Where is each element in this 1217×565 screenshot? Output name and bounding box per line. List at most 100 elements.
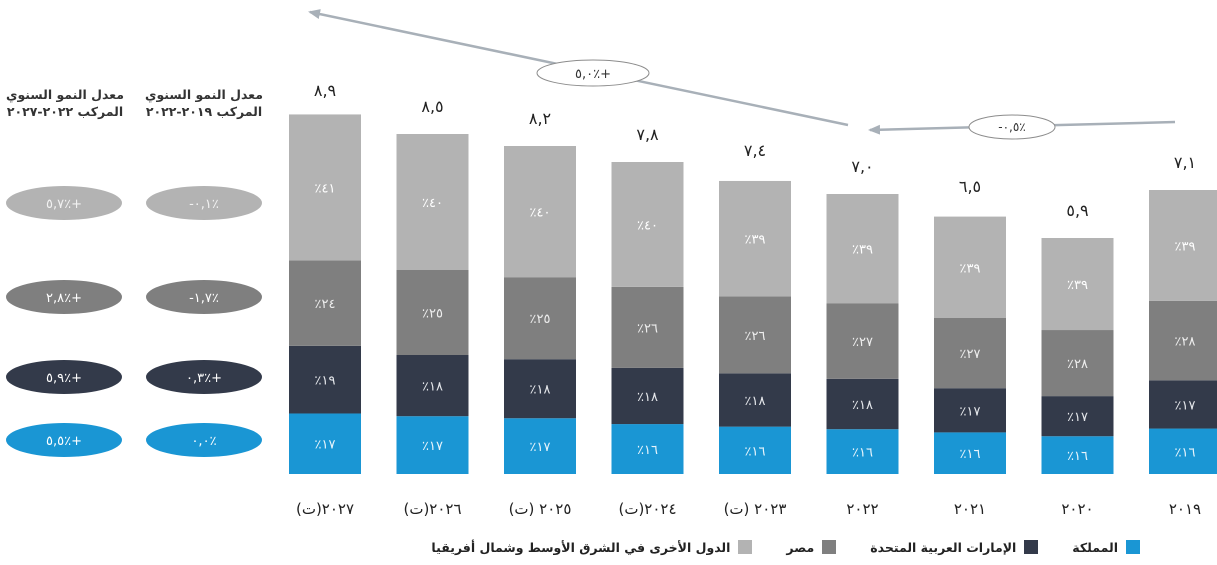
cagr-value-egypt-2022-2027: +٪٢,٨ <box>46 291 82 306</box>
segment-label-other-mena: ٪٣٩ <box>1067 278 1088 293</box>
legend-item-ksa: المملكة <box>1072 540 1140 555</box>
segment-label-ksa: ٪١٦ <box>852 446 873 461</box>
segment-label-egypt: ٪٢٨ <box>1175 335 1196 350</box>
segment-label-ksa: ٪١٦ <box>1067 449 1088 464</box>
cagr-pill-other-mena-2019-2022 <box>146 186 262 220</box>
segment-label-ksa: ٪١٧ <box>315 438 336 453</box>
bar-segment-egypt <box>1041 330 1114 397</box>
segment-label-egypt: ٪٢٧ <box>960 347 981 362</box>
bar-segment-uae <box>719 373 791 427</box>
cagr-pill-uae-2019-2022 <box>146 360 262 394</box>
total-label: ٨,٩ <box>314 81 336 100</box>
total-label: ٧,٤ <box>744 141 766 160</box>
segment-label-uae: ٪١٧ <box>1175 398 1196 413</box>
segment-label-other-mena: ٪٤٠ <box>422 196 443 211</box>
bar-segment-other-mena <box>934 216 1006 318</box>
bar-segment-egypt <box>396 270 469 355</box>
category-label: ٢٠٢٦(ت) <box>403 500 461 518</box>
legend: المملكة الإمارات العربية المتحدة مصر الد… <box>370 536 1140 558</box>
cagr-pill-other-mena-2022-2027 <box>6 186 122 220</box>
bar-segment-other-mena <box>396 134 469 270</box>
cagr-header-2019-2022: معدل النمو السنوي المركب ٢٠١٩-٢٠٢٢ <box>145 87 263 119</box>
category-label: ٢٠١٩ <box>1169 500 1201 518</box>
segment-label-other-mena: ٪٤٠ <box>637 218 658 233</box>
segment-label-uae: ٪١٩ <box>315 374 336 389</box>
cagr-value-uae-2019-2022: +٪٠,٣ <box>186 371 222 386</box>
bar-segment-ksa <box>934 432 1006 474</box>
bar-segment-ksa <box>1149 428 1217 474</box>
segment-label-egypt: ٪٢٨ <box>1067 357 1088 372</box>
segment-label-uae: ٪١٨ <box>422 380 443 395</box>
legend-label-egypt: مصر <box>786 539 815 555</box>
trend-label-2019-2022: ٪٠,٥- <box>998 120 1026 134</box>
bar-segment-other-mena <box>826 194 899 304</box>
bar-segment-egypt <box>289 260 361 346</box>
category-label: ٢٠٢١ <box>954 500 986 518</box>
bar-segment-uae <box>1041 396 1114 437</box>
cagr-pill-egypt-2019-2022 <box>146 280 262 314</box>
cagr-value-other-mena-2019-2022: ٪٠,١- <box>189 197 219 212</box>
bar-segment-other-mena <box>1149 190 1217 301</box>
legend-item-uae: الإمارات العربية المتحدة <box>870 539 1039 555</box>
total-label: ٧,١ <box>1174 153 1196 172</box>
cagr-value-other-mena-2022-2027: +٪٥,٧ <box>46 197 82 212</box>
total-label: ٥,٩ <box>1066 201 1088 220</box>
cagr-header-2022-2027: معدل النمو السنوي المركب ٢٠٢٢-٢٠٢٧ <box>6 87 124 119</box>
bar-segment-other-mena <box>719 180 791 297</box>
bar-segment-egypt <box>504 277 576 360</box>
cagr-pill-uae-2022-2027 <box>6 360 122 394</box>
bar-segment-other-mena <box>611 162 684 287</box>
cagr-value-egypt-2019-2022: ٪١,٧- <box>189 291 219 306</box>
bar-segment-egypt <box>934 318 1006 389</box>
cagr-value-ksa-2022-2027: +٪٥,٥ <box>46 434 82 449</box>
total-label: ٦,٥ <box>959 177 981 196</box>
segment-label-uae: ٪١٨ <box>530 383 551 398</box>
segment-label-egypt: ٪٢٦ <box>745 329 766 344</box>
bar-segment-other-mena <box>504 146 576 278</box>
segment-label-uae: ٪١٧ <box>1067 410 1088 425</box>
legend-swatch-egypt <box>822 540 837 554</box>
category-label: ٢٠٢٣ (ت) <box>724 500 787 518</box>
cagr-value-ksa-2019-2022: ٪٠,٠ <box>191 434 216 449</box>
trend-bubble-2022-2027 <box>536 59 650 87</box>
legend-swatch-other-mena <box>738 540 753 554</box>
bar-segment-uae <box>289 345 361 414</box>
segment-label-other-mena: ٪٣٩ <box>852 243 873 258</box>
trend-bubble-2019-2022 <box>968 114 1056 140</box>
category-label: ٢٠٢٠ <box>1061 500 1093 518</box>
trend-label-2022-2027: +٪٥,٠ <box>575 67 611 82</box>
bar-segment-egypt <box>826 303 899 379</box>
legend-item-egypt: مصر <box>786 539 837 555</box>
bar-segment-uae <box>826 378 899 430</box>
bar-segment-ksa <box>396 416 469 474</box>
total-label: ٨,٥ <box>421 97 443 116</box>
cagr-pill-egypt-2022-2027 <box>6 280 122 314</box>
segment-label-other-mena: ٪٣٩ <box>1175 239 1196 254</box>
category-label: ٢٠٢٤(ت) <box>618 500 676 518</box>
bar-segment-uae <box>611 367 684 425</box>
legend-swatch-ksa <box>1126 540 1140 554</box>
segment-label-ksa: ٪١٦ <box>960 447 981 462</box>
bar-segment-ksa <box>1041 436 1114 474</box>
segment-label-egypt: ٪٢٦ <box>637 321 658 336</box>
category-label: ٢٠٢٥ (ت) <box>509 500 572 518</box>
bar-segment-other-mena <box>289 114 361 261</box>
segment-label-other-mena: ٪٤٠ <box>530 206 551 221</box>
legend-label-uae: الإمارات العربية المتحدة <box>870 539 1017 555</box>
bar-segment-egypt <box>1149 300 1217 381</box>
segment-label-other-mena: ٪٣٩ <box>745 233 766 248</box>
bar-segment-ksa <box>504 418 576 474</box>
bar-segment-ksa <box>826 429 899 474</box>
segment-label-uae: ٪١٧ <box>960 404 981 419</box>
bar-segment-uae <box>504 359 576 419</box>
segment-label-uae: ٪١٨ <box>852 398 873 413</box>
legend-item-other-mena: الدول الأخرى في الشرق الأوسط وشمال أفريق… <box>431 540 753 555</box>
bar-segment-egypt <box>611 286 684 368</box>
segment-label-egypt: ٪٢٥ <box>530 312 551 327</box>
bar-segment-uae <box>396 355 469 417</box>
segment-label-other-mena: ٪٤١ <box>315 181 336 196</box>
bar-segment-ksa <box>611 424 684 474</box>
segment-label-ksa: ٪١٦ <box>637 443 658 458</box>
segment-label-ksa: ٪١٦ <box>1175 445 1196 460</box>
